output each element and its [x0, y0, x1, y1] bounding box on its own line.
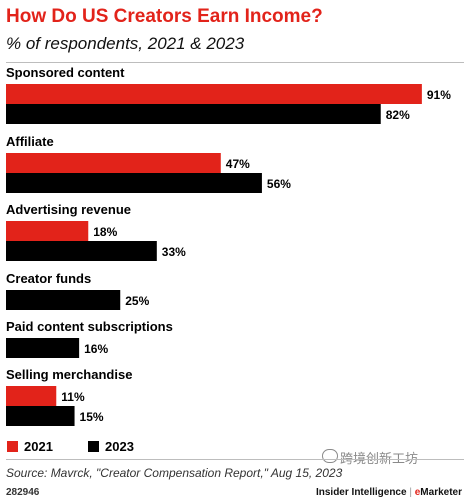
category-label-creator-funds: Creator funds: [6, 271, 91, 286]
legend-swatch-2023: [88, 441, 99, 452]
bar-2023-advertising-revenue: [6, 241, 157, 261]
value-label-2021-selling-merchandise: 11%: [61, 390, 85, 404]
watermark-text: 跨境创新工坊: [340, 451, 419, 466]
category-label-affiliate: Affiliate: [6, 134, 54, 149]
bar-2021-advertising-revenue: [6, 221, 89, 241]
bar-2023-creator-funds: [6, 290, 121, 310]
value-label-2023-creator-funds: 25%: [125, 294, 149, 308]
value-label-2021-affiliate: 47%: [226, 157, 250, 171]
chart-title: How Do US Creators Earn Income?: [6, 6, 323, 27]
value-label-2023-selling-merchandise: 15%: [80, 410, 104, 424]
category-label-advertising-revenue: Advertising revenue: [6, 202, 131, 217]
legend-swatch-2021: [7, 441, 18, 452]
bar-2023-selling-merchandise: [6, 406, 75, 426]
bar-2021-sponsored-content: [6, 84, 422, 104]
value-label-2023-affiliate: 56%: [267, 177, 291, 191]
source-note: Source: Mavrck, "Creator Compensation Re…: [6, 466, 343, 480]
bar-2021-selling-merchandise: [6, 386, 57, 406]
value-label-2023-sponsored-content: 82%: [386, 108, 410, 122]
legend-label-2023: 2023: [105, 439, 134, 454]
value-label-2023-paid-content-subscriptions: 16%: [84, 342, 108, 356]
bottom-divider: [6, 459, 464, 460]
bar-2021-affiliate: [6, 153, 221, 173]
chart-id: 282946: [6, 487, 40, 498]
bar-2023-sponsored-content: [6, 104, 381, 124]
brand-name: Insider Intelligence: [315, 487, 407, 498]
bar-2023-paid-content-subscriptions: [6, 338, 80, 358]
value-label-2023-advertising-revenue: 33%: [162, 245, 186, 259]
value-label-2021-sponsored-content: 91%: [427, 88, 451, 102]
brand-e: e: [414, 487, 421, 498]
category-label-paid-content-subscriptions: Paid content subscriptions: [6, 319, 173, 334]
legend-label-2021: 2021: [24, 439, 53, 454]
top-divider: [6, 62, 464, 63]
category-label-sponsored-content: Sponsored content: [6, 65, 125, 80]
brand-logo: Insider Intelligence | eMarketer: [316, 487, 462, 498]
category-label-selling-merchandise: Selling merchandise: [6, 367, 132, 382]
bar-2023-affiliate: [6, 173, 262, 193]
watermark-icon: [322, 449, 338, 463]
brand-separator: |: [409, 487, 412, 498]
value-label-2021-advertising-revenue: 18%: [93, 225, 117, 239]
chart-subtitle: % of respondents, 2021 & 2023: [6, 34, 245, 53]
bar-chart: Sponsored content 91% 82% Affiliate 47% 56% Ad…: [6, 65, 451, 426]
brand-marketer: Marketer: [420, 487, 462, 498]
